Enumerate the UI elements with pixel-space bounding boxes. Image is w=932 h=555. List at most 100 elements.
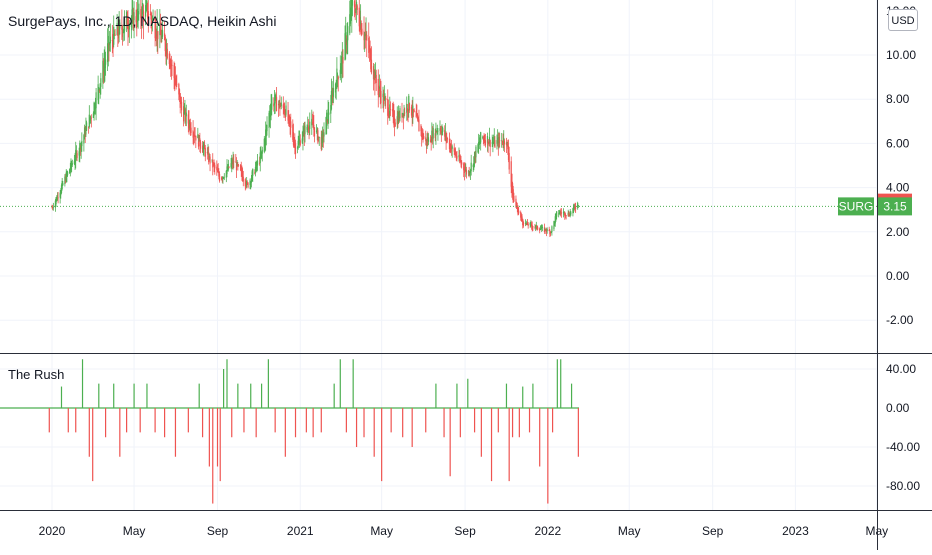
candle-body [279,106,282,107]
candle-body [326,119,328,123]
candle-body [56,195,59,200]
candle-body [336,68,338,89]
candle-body [147,3,149,19]
candle-body [501,140,503,144]
candle-body [446,138,449,140]
candle-body [326,112,328,126]
candle-body [524,222,527,224]
candle-body [389,108,392,110]
candle-body [163,33,166,41]
candle-body [361,28,363,35]
candle-body [107,43,109,63]
candle-body [387,99,389,116]
candle-body [256,160,259,166]
candle-body [269,113,272,118]
candle-body [572,208,574,214]
candle-body [255,161,257,170]
candle-body [208,152,210,162]
candle-body [204,147,206,157]
candle-body [218,173,221,181]
candle-body [74,159,76,163]
candle-body [242,176,244,182]
candle-body [149,14,151,15]
candle-body [498,137,500,144]
candle-body [487,139,489,146]
candle-body [323,132,325,137]
candle-body [126,12,128,25]
candle-body [392,110,394,113]
candle-body [145,5,147,17]
candle-body [484,139,486,141]
candle-body [84,133,86,136]
candle-body [140,13,143,24]
candle-body [513,195,515,202]
candle-body [283,106,285,114]
candle-body [434,133,436,138]
candle-body [199,142,202,149]
candle-body [266,124,268,132]
candle-body [250,182,252,184]
candle-body [151,16,153,25]
candle-body [251,171,253,181]
candle-body [246,182,248,184]
candle-body [204,146,206,150]
candle-body [437,130,439,132]
candle-body [403,109,405,116]
candle-body [482,136,484,138]
candle-body [383,95,385,105]
candle-body [137,13,139,16]
candle-body [227,169,229,171]
candle-body [549,230,551,235]
candle-body [574,207,576,209]
candle-body [385,98,387,101]
candle-body [321,134,323,144]
candle-body [192,130,194,138]
candle-body [245,182,247,187]
currency-button[interactable]: USD [888,9,918,31]
candle-body [427,137,430,142]
x-tick-label: 2020 [39,524,66,538]
candle-body [345,32,347,47]
candle-body [396,116,398,125]
candle-body [446,136,448,140]
candle-body [155,34,158,39]
candle-body [230,163,232,168]
candle-body [161,36,163,38]
candle-body [334,83,337,93]
candle-body [90,116,92,120]
candle-body [431,136,434,142]
candle-body [375,74,377,84]
candle-body [430,140,432,143]
candle-body [426,139,428,143]
candle-body [315,130,318,132]
candle-body [425,137,427,142]
candle-body [69,168,71,172]
candle-body [116,23,118,36]
candle-body [450,144,452,152]
candle-body [188,119,190,129]
candle-body [543,227,546,232]
candle-body [60,190,62,196]
candle-body [108,44,110,46]
candle-body [269,113,271,121]
candle-body [482,137,484,138]
candle-body [488,137,491,144]
candle-body [64,176,66,185]
candle-body [499,140,501,142]
ticker-badge-text: SURG [839,199,874,213]
candle-body [213,163,215,166]
candle-body [121,27,124,37]
candle-body [532,226,534,228]
candle-body [478,141,480,149]
candle-body [416,114,418,116]
candle-body [378,86,380,92]
candle-body [570,212,572,214]
candle-body [73,161,75,165]
candle-body [76,153,78,158]
candle-body [122,32,124,33]
candle-body [363,31,365,41]
candle-body [303,127,305,136]
candle-body [256,164,258,166]
